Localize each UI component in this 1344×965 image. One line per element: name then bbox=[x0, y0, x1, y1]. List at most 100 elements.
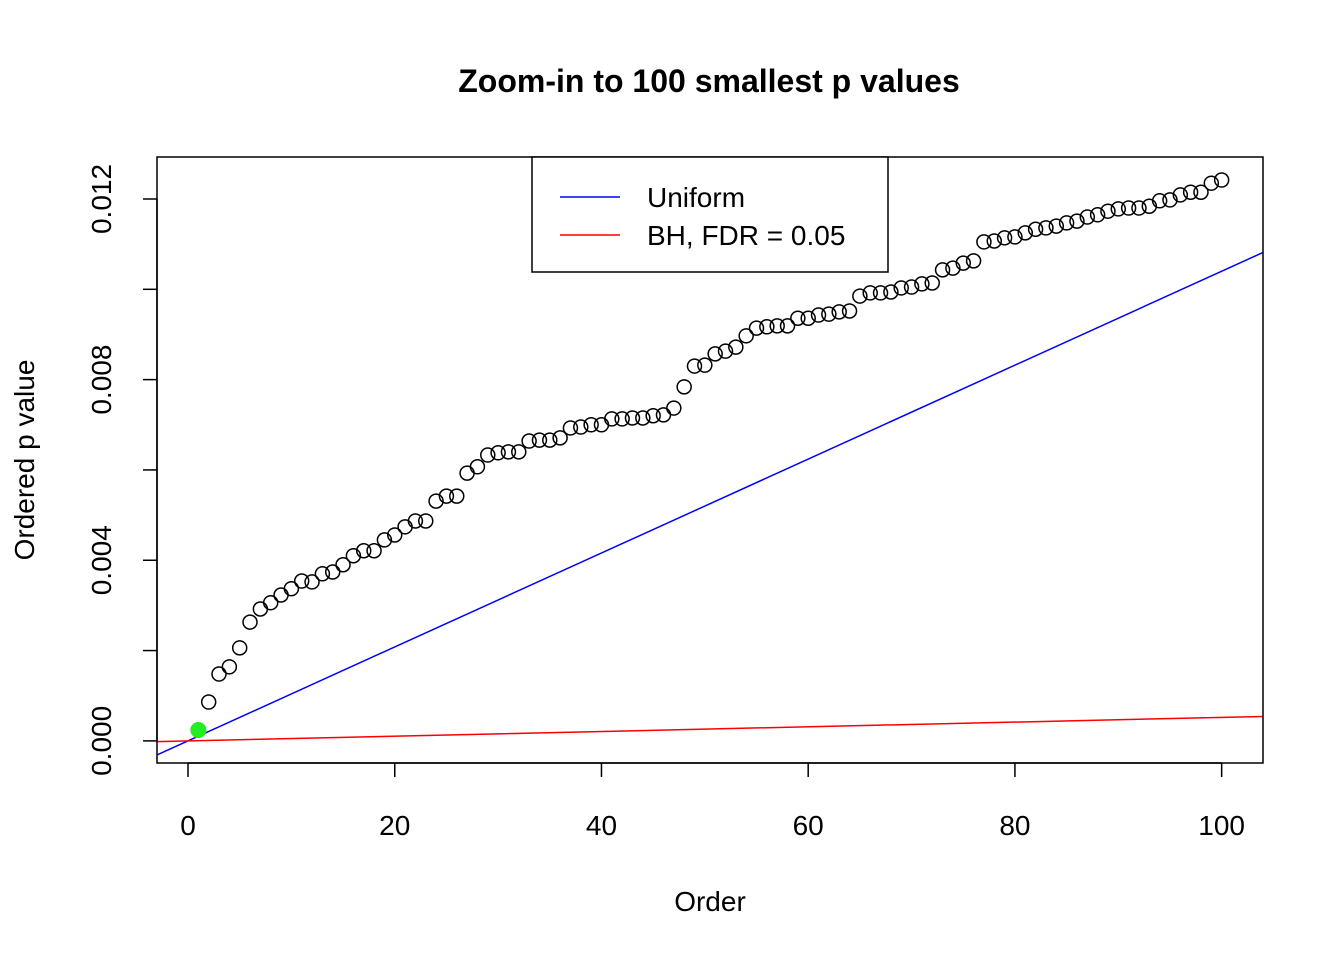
data-point bbox=[614, 411, 630, 427]
data-point bbox=[728, 339, 744, 355]
data-point bbox=[262, 594, 279, 611]
significant-point bbox=[190, 722, 207, 739]
data-point bbox=[1017, 225, 1034, 241]
data-point bbox=[1069, 213, 1085, 229]
data-point bbox=[1151, 193, 1168, 209]
data-point bbox=[1089, 207, 1106, 223]
data-point bbox=[459, 465, 475, 481]
data-point bbox=[841, 303, 858, 319]
data-point bbox=[996, 230, 1013, 246]
data-point bbox=[1172, 187, 1189, 203]
data-point bbox=[500, 444, 517, 460]
data-point bbox=[293, 573, 310, 589]
data-point bbox=[676, 379, 692, 395]
reference-line-bh bbox=[157, 715, 1263, 743]
data-point bbox=[314, 566, 331, 582]
reference-line-uniform bbox=[157, 251, 1263, 756]
data-point bbox=[531, 432, 548, 448]
legend-box bbox=[531, 156, 889, 273]
y-tick-label: 0.004 bbox=[86, 525, 117, 595]
chart-title: Zoom-in to 100 smallest p values bbox=[458, 63, 959, 99]
data-point bbox=[903, 279, 920, 295]
data-point bbox=[242, 614, 258, 630]
data-point bbox=[893, 280, 909, 296]
x-tick-label: 80 bbox=[999, 810, 1030, 841]
data-point bbox=[386, 527, 403, 543]
x-tick-label: 40 bbox=[586, 810, 617, 841]
data-point bbox=[335, 557, 351, 573]
data-point bbox=[593, 417, 610, 433]
data-point bbox=[604, 411, 620, 427]
data-point bbox=[872, 285, 889, 301]
data-point bbox=[1058, 215, 1075, 231]
data-point bbox=[852, 288, 868, 304]
x-tick-label: 20 bbox=[379, 810, 410, 841]
data-point bbox=[635, 410, 651, 426]
data-point bbox=[883, 284, 899, 300]
data-point bbox=[666, 400, 682, 416]
data-point bbox=[469, 459, 486, 475]
data-point bbox=[1131, 200, 1147, 216]
data-point bbox=[779, 318, 796, 334]
data-point bbox=[1193, 184, 1209, 200]
data-point bbox=[542, 432, 558, 448]
data-point bbox=[273, 587, 289, 603]
data-point bbox=[573, 419, 589, 435]
data-point bbox=[231, 640, 248, 656]
data-point bbox=[521, 433, 537, 449]
data-point bbox=[1110, 201, 1127, 217]
data-point bbox=[800, 310, 816, 326]
data-point bbox=[490, 445, 506, 461]
data-point bbox=[583, 417, 599, 433]
data-point bbox=[345, 547, 362, 564]
data-point bbox=[355, 543, 372, 559]
data-point bbox=[1213, 172, 1230, 188]
y-tick-label: 0.000 bbox=[86, 706, 117, 776]
data-point bbox=[449, 488, 465, 504]
data-point bbox=[1048, 218, 1065, 234]
data-point bbox=[283, 580, 300, 597]
data-point bbox=[759, 319, 775, 335]
data-point bbox=[862, 285, 878, 301]
x-tick-label: 100 bbox=[1198, 810, 1245, 841]
data-point bbox=[645, 407, 661, 424]
data-point bbox=[655, 407, 672, 423]
data-point bbox=[1182, 184, 1199, 200]
data-point bbox=[769, 318, 785, 334]
data-point bbox=[934, 262, 951, 278]
data-point bbox=[976, 234, 992, 250]
data-point bbox=[790, 310, 806, 326]
data-point bbox=[407, 513, 424, 529]
data-point bbox=[686, 358, 703, 374]
data-point bbox=[397, 519, 413, 535]
data-point bbox=[304, 574, 320, 590]
x-tick-label: 0 bbox=[180, 810, 196, 841]
data-point bbox=[366, 543, 382, 559]
x-tick-label: 60 bbox=[793, 810, 824, 841]
data-point bbox=[1120, 200, 1137, 216]
data-point bbox=[376, 532, 393, 548]
data-point bbox=[417, 513, 434, 529]
data-point bbox=[211, 666, 227, 682]
data-point bbox=[707, 346, 723, 362]
data-point bbox=[1079, 209, 1096, 225]
y-axis-label: Ordered p value bbox=[9, 360, 40, 561]
data-point bbox=[324, 564, 341, 580]
data-point bbox=[511, 444, 527, 460]
data-point bbox=[914, 276, 930, 292]
data-point bbox=[552, 430, 568, 446]
legend-label-uniform: Uniform bbox=[647, 182, 745, 213]
data-point bbox=[221, 659, 238, 675]
data-point bbox=[748, 320, 765, 336]
data-point bbox=[624, 410, 641, 426]
data-point bbox=[1038, 220, 1054, 236]
x-axis-label: Order bbox=[674, 886, 746, 917]
data-point bbox=[1203, 175, 1220, 191]
data-point bbox=[955, 255, 971, 271]
legend-label-bh: BH, FDR = 0.05 bbox=[647, 220, 845, 251]
data-point bbox=[428, 493, 444, 509]
data-point bbox=[1027, 221, 1044, 238]
data-point bbox=[924, 275, 940, 291]
data-point bbox=[200, 694, 217, 710]
